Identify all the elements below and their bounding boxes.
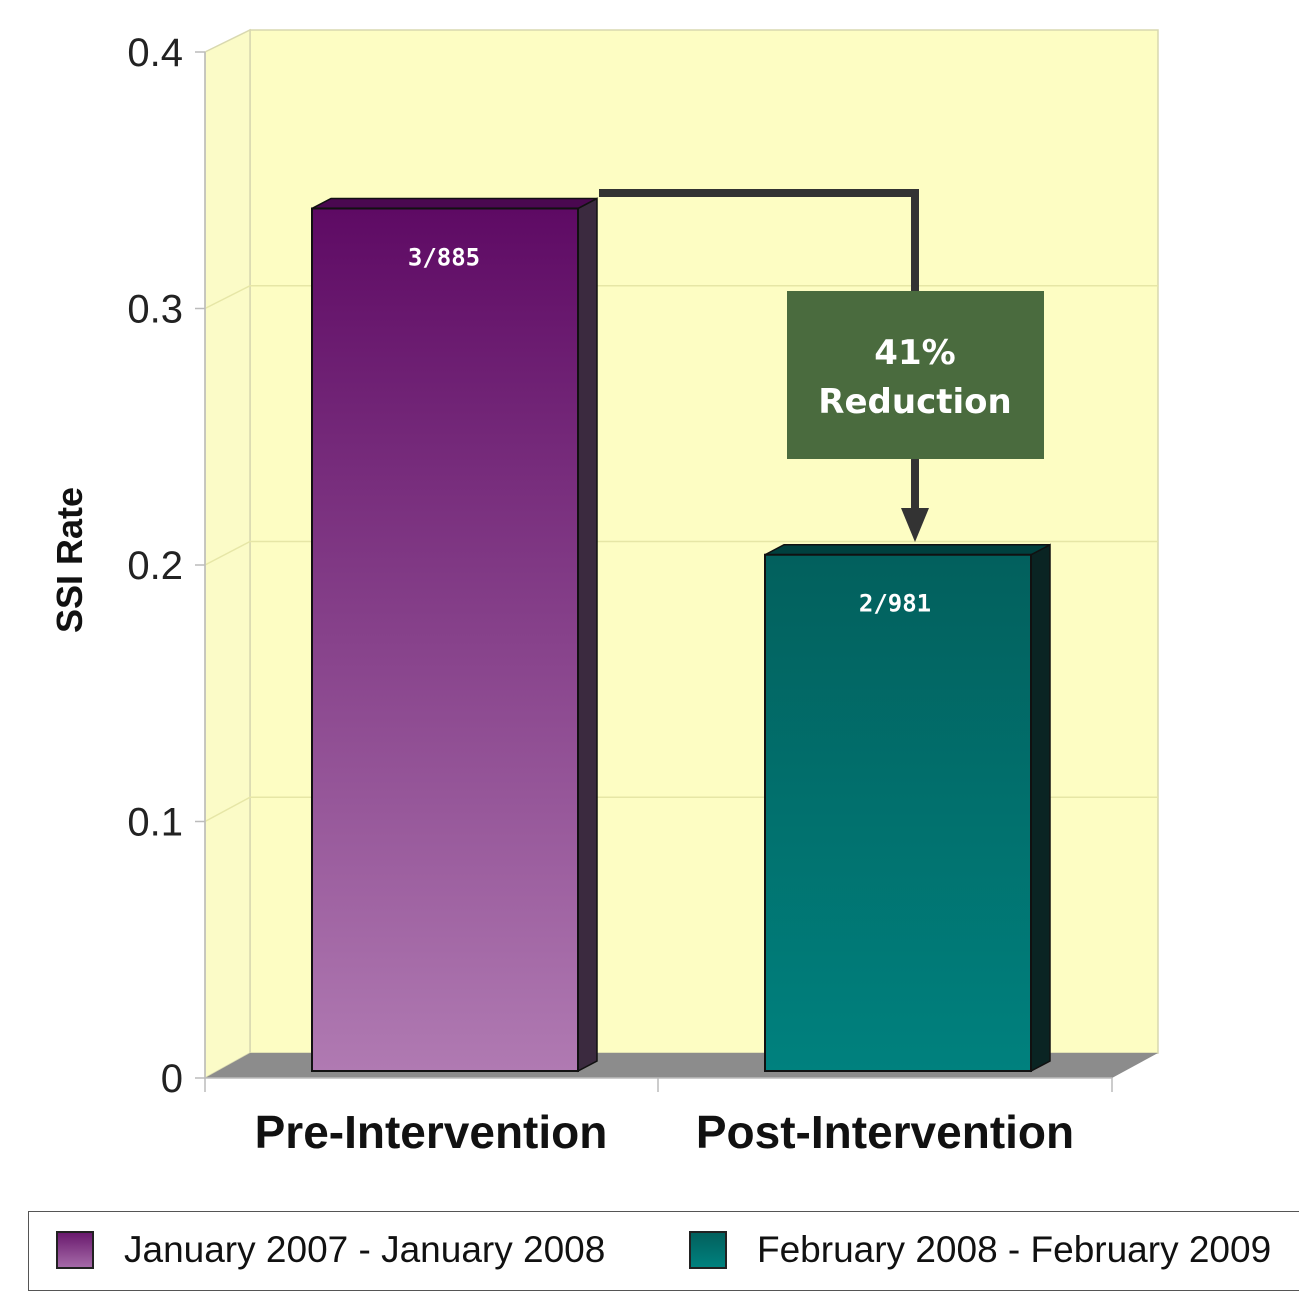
legend-item-post: February 2008 - February 2009	[689, 1228, 1271, 1272]
bar-pre-intervention	[311, 207, 579, 1072]
bar-side	[577, 197, 598, 1073]
bar-data-label: 2/981	[859, 590, 931, 618]
y-tick-label: 0.4	[127, 31, 183, 75]
legend-swatch-post	[689, 1231, 727, 1269]
bar-top	[311, 197, 598, 210]
reduction-arrow-head	[901, 508, 929, 542]
gridline-side	[204, 540, 251, 566]
y-tick-label: 0.3	[127, 288, 183, 332]
x-tick-label: Post-Intervention	[696, 1106, 1074, 1158]
gridline-side	[204, 796, 251, 823]
bar-post-intervention	[764, 553, 1032, 1072]
legend-item-pre: January 2007 - January 2008	[56, 1228, 605, 1272]
legend-swatch-pre	[56, 1231, 94, 1269]
y-axis-label: SSI Rate	[49, 487, 90, 633]
y-tick-label: 0	[161, 1057, 183, 1101]
chart-legend: January 2007 - January 2008 February 200…	[28, 1211, 1299, 1291]
legend-label-post: February 2008 - February 2009	[757, 1229, 1272, 1270]
bar-side	[1030, 543, 1051, 1073]
x-tick-labels: Pre-Intervention Post-Intervention	[255, 1106, 1074, 1158]
x-tick-label: Pre-Intervention	[255, 1106, 608, 1158]
reduction-label: Reduction	[818, 382, 1011, 422]
y-tick-labels: 0 0.1 0.2 0.3 0.4	[127, 31, 205, 1101]
legend-label-pre: January 2007 - January 2008	[124, 1229, 606, 1270]
bars: 3/885 2/981	[311, 197, 1051, 1073]
gridline-side	[204, 285, 251, 310]
chart-svg: 0 0.1 0.2 0.3 0.4 SSI Rate 3/885 2/981 Pre-In…	[49, 28, 1159, 1158]
bar-top	[764, 543, 1051, 556]
reduction-box	[787, 291, 1044, 459]
reduction-annotation: 41% Reduction	[599, 189, 1044, 542]
y-tick-label: 0.1	[127, 801, 183, 845]
bar-data-label: 3/885	[408, 243, 480, 271]
bar-chart: 0 0.1 0.2 0.3 0.4 SSI Rate 3/885 2/981 Pre-In…	[49, 28, 1159, 1158]
reduction-percent: 41%	[874, 333, 955, 373]
y-tick-label: 0.2	[127, 544, 183, 588]
